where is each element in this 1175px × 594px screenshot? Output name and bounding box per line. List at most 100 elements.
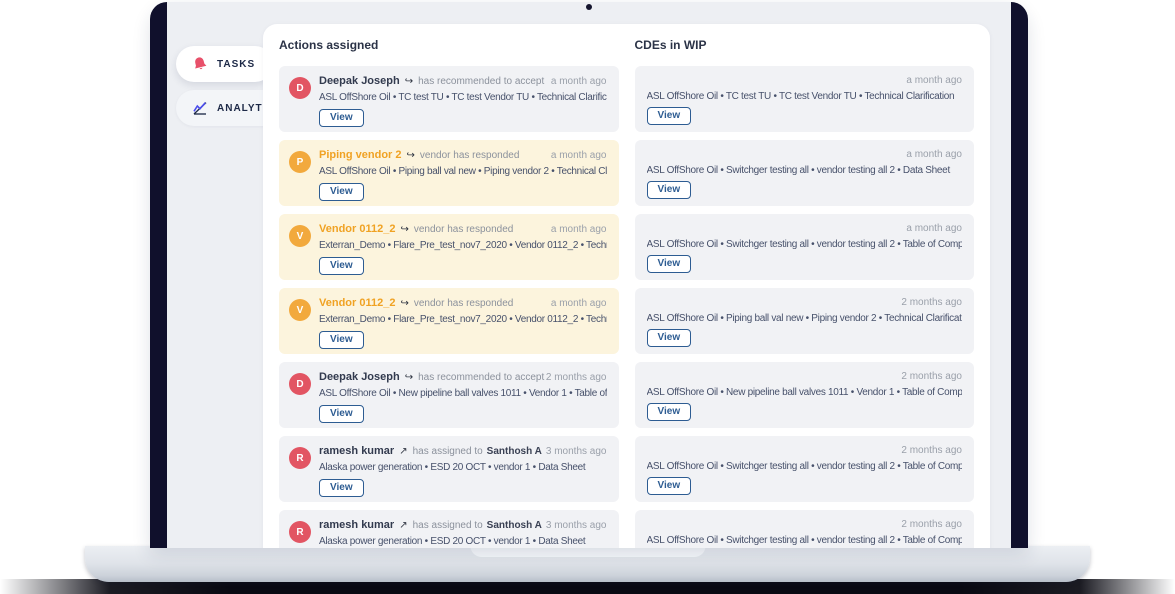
assignee-name: Santhosh A [486,520,542,531]
timestamp: 3 months ago [545,520,607,531]
line-chart-icon [193,102,207,115]
view-button[interactable]: View [319,109,364,127]
action-text: vendor has responded [419,150,520,161]
forward-arrow-icon: ↗ [399,446,408,457]
timestamp: 2 months ago [901,519,962,530]
timestamp: 2 months ago [901,445,962,456]
cde-card: 2 months ago ASL OffShore Oil • Piping b… [634,288,974,354]
timestamp: 2 months ago [901,297,962,308]
cde-path: Alaska power generation • ESD 20 OCT • v… [319,536,586,547]
timestamp: a month ago [906,75,962,86]
cde-card: a month ago ASL OffShore Oil • Switchger… [634,214,974,280]
timestamp: 2 months ago [901,371,962,382]
cde-path: ASL OffShore Oil • TC test TU • TC test … [319,92,607,103]
view-button[interactable]: View [319,257,364,275]
avatar: P [289,151,311,173]
view-button[interactable]: View [319,479,364,497]
cde-card: 2 months ago ASL OffShore Oil • Switchge… [634,510,974,548]
avatar: R [289,521,311,543]
reply-arrow-icon: ↪ [404,372,414,383]
view-button[interactable]: View [646,329,692,347]
app-screen: TASKS ANALYTICS Actions assigned D a mon… [167,2,1011,548]
timestamp: 3 months ago [545,446,607,457]
actions-assigned-column: Actions assigned D a month ago Deepak Jo… [279,38,619,548]
action-card: R 3 months ago ramesh kumar ↗ has assign… [279,436,619,502]
actions-card-list: D a month ago Deepak Joseph ↪ has recomm… [279,66,619,548]
view-button[interactable]: View [646,255,692,273]
view-button[interactable]: View [319,183,364,201]
floor-shadow [0,579,1175,594]
action-card: V a month ago Vendor 0112_2 ↪ vendor has… [279,214,619,280]
action-text: vendor has responded [413,224,514,235]
view-button[interactable]: View [319,405,364,423]
timestamp: a month ago [550,150,607,161]
cde-path: ASL OffShore Oil • Piping ball val new •… [319,166,607,177]
sidebar-item-label: TASKS [217,58,256,70]
cde-path: ASL OffShore Oil • New pipeline ball val… [319,388,607,399]
cdes-in-wip-title: CDEs in WIP [634,38,707,52]
action-text: has recommended to accept [418,372,545,383]
laptop-bezel-left [150,2,167,548]
cde-path: Exterran_Demo • Flare_Pre_test_nov7_2020… [319,240,607,251]
cde-path: ASL OffShore Oil • Piping ball val new •… [646,313,963,324]
view-button[interactable]: View [646,181,692,199]
assignee-name: Santhosh A [486,446,542,457]
main-panel: Actions assigned D a month ago Deepak Jo… [263,24,990,548]
avatar: V [289,225,311,247]
cde-path: Exterran_Demo • Flare_Pre_test_nov7_2020… [319,314,607,325]
cdes-card-list: a month ago ASL OffShore Oil • TC test T… [634,66,974,548]
cde-card: 2 months ago ASL OffShore Oil • Switchge… [634,436,974,502]
cde-card: a month ago ASL OffShore Oil • TC test T… [634,66,974,132]
user-name: Deepak Joseph [319,371,400,383]
timestamp: a month ago [550,298,607,309]
sidebar-item-tasks[interactable]: TASKS [176,46,274,82]
action-card: P a month ago Piping vendor 2 ↪ vendor h… [279,140,619,206]
cde-path: ASL OffShore Oil • Switchger testing all… [646,165,951,176]
timestamp: a month ago [550,224,607,235]
action-card: V a month ago Vendor 0112_2 ↪ vendor has… [279,288,619,354]
user-name: ramesh kumar [319,519,395,531]
view-button[interactable]: View [646,403,692,421]
reply-arrow-icon: ↪ [400,298,409,309]
timestamp: a month ago [906,149,962,160]
laptop-frame: TASKS ANALYTICS Actions assigned D a mon… [150,2,1028,548]
avatar: D [289,77,311,99]
action-text: has recommended to accept [418,76,545,87]
timestamp: a month ago [906,223,962,234]
laptop-base-notch [470,546,705,557]
reply-arrow-icon: ↪ [400,224,409,235]
action-card: D a month ago Deepak Joseph ↪ has recomm… [279,66,619,132]
avatar: D [289,373,311,395]
cde-path: Alaska power generation • ESD 20 OCT • v… [319,462,586,473]
laptop-bezel-right [1011,2,1028,548]
user-name: Vendor 0112_2 [319,223,396,235]
action-card: R 3 months ago ramesh kumar ↗ has assign… [279,510,619,548]
timestamp: a month ago [550,76,607,87]
cdes-in-wip-column: CDEs in WIP a month ago ASL OffShore Oil… [634,38,974,548]
cde-card: 2 months ago ASL OffShore Oil • New pipe… [634,362,974,428]
forward-arrow-icon: ↗ [399,520,408,531]
view-button[interactable]: View [646,477,692,495]
reply-arrow-icon: ↪ [404,76,414,87]
avatar: V [289,299,311,321]
bell-icon [195,57,207,70]
laptop-base [85,546,1090,582]
cde-path: ASL OffShore Oil • Switchger testing all… [646,461,963,472]
cde-path: ASL OffShore Oil • Switchger testing all… [646,239,963,250]
cde-path: ASL OffShore Oil • TC test TU • TC test … [646,91,955,102]
actions-assigned-title: Actions assigned [279,38,379,52]
user-name: ramesh kumar [319,445,395,457]
user-name: Vendor 0112_2 [319,297,396,309]
cde-card: a month ago ASL OffShore Oil • Switchger… [634,140,974,206]
view-button[interactable]: View [319,331,364,349]
cde-path: ASL OffShore Oil • New pipeline ball val… [646,387,963,398]
action-text: vendor has responded [413,298,514,309]
timestamp: 2 months ago [545,372,607,383]
user-name: Piping vendor 2 [319,149,402,161]
avatar: R [289,447,311,469]
action-text: has assigned to [412,520,483,531]
cde-path: ASL OffShore Oil • Switchger testing all… [646,535,963,546]
view-button[interactable]: View [646,107,692,125]
webcam-dot [586,4,592,10]
action-text: has assigned to [412,446,483,457]
